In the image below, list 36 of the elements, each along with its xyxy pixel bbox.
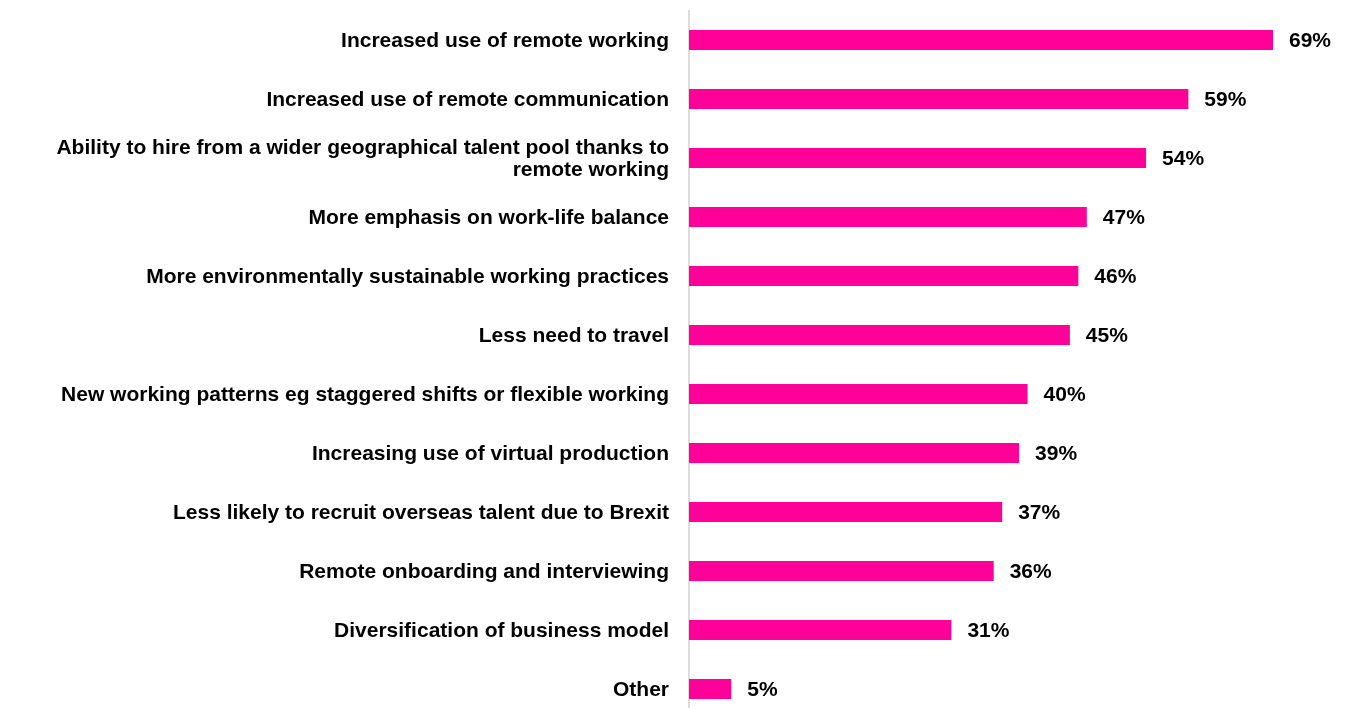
y-tick-label: Less likely to recruit overseas talent due to Brexit (172, 500, 669, 524)
y-tick-label: Ability to hire from a wider geographical talent pool thanks to remote working (56, 135, 669, 181)
bar (689, 384, 1028, 404)
data-label: 31% (967, 618, 1010, 642)
bar (689, 620, 952, 640)
y-tick-label: Remote onboarding and interviewing (299, 559, 669, 583)
bar (689, 561, 994, 581)
bar (689, 502, 1003, 522)
data-label: 54% (1162, 146, 1205, 170)
bar (689, 89, 1189, 109)
y-tick-label: Other (612, 677, 669, 701)
data-label: 69% (1289, 28, 1332, 52)
bar (689, 266, 1079, 286)
y-tick-label: Less need to travel (478, 323, 669, 347)
data-label: 37% (1018, 500, 1061, 524)
y-tick-label: New working patterns eg staggered shifts or flexible working (61, 382, 669, 406)
data-label: 45% (1085, 323, 1129, 347)
data-label: 46% (1094, 264, 1137, 288)
bar (689, 325, 1070, 345)
bar (689, 443, 1020, 463)
y-tick-label: Diversification of business model (334, 618, 669, 642)
data-label: 39% (1035, 441, 1078, 465)
bar (689, 30, 1273, 50)
y-tick-label: Increased use of remote communication (266, 87, 669, 111)
data-label: 5% (747, 677, 778, 701)
y-tick-label: More environmentally sustainable working practices (146, 264, 669, 288)
bar (689, 207, 1087, 227)
y-tick-label: More emphasis on work-life balance (308, 205, 669, 229)
data-label: 59% (1204, 87, 1247, 111)
y-tick-label: Increased use of remote working (341, 28, 669, 52)
bar (689, 148, 1147, 168)
y-tick-label: Increasing use of virtual production (311, 441, 669, 465)
data-label: 40% (1043, 382, 1086, 406)
data-label: 36% (1009, 559, 1053, 583)
data-label: 47% (1102, 205, 1146, 229)
bar (689, 679, 732, 699)
